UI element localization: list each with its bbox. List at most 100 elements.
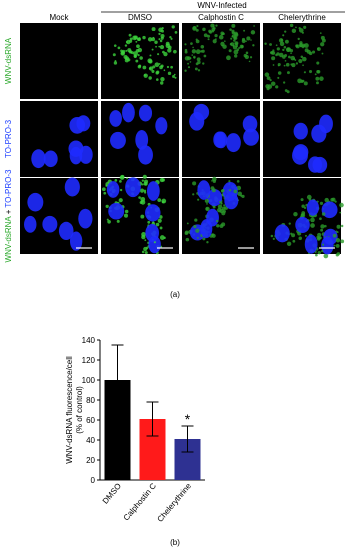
dsrna-spot xyxy=(303,25,307,29)
y-tick-label: 40 xyxy=(86,436,95,445)
dsrna-spot xyxy=(161,200,165,204)
dsrna-spot xyxy=(206,34,210,38)
dsrna-spot xyxy=(212,205,216,209)
dsrna-spot xyxy=(335,238,341,243)
dsrna-spot xyxy=(294,59,297,61)
dsrna-spot xyxy=(174,76,177,79)
dsrna-spot xyxy=(324,224,327,228)
row-label-part: WNV-dsRNA xyxy=(4,37,13,84)
dsrna-spot xyxy=(200,50,203,53)
dsrna-spot xyxy=(161,178,165,182)
dsrna-spot xyxy=(116,219,120,223)
dsrna-spot xyxy=(151,48,154,51)
dsrna-spot xyxy=(300,213,306,218)
dsrna-spot xyxy=(279,41,285,47)
nucleus xyxy=(145,224,160,242)
dsrna-spot xyxy=(310,223,315,228)
dsrna-spot xyxy=(315,253,318,257)
row-label-part: + xyxy=(4,209,13,214)
dsrna-spot xyxy=(320,42,325,47)
dsrna-spot xyxy=(233,49,239,55)
dsrna-spot xyxy=(120,51,125,55)
dsrna-spot xyxy=(336,252,341,256)
dsrna-spot xyxy=(114,179,118,182)
dsrna-spot xyxy=(319,32,322,34)
row-label-part: TO-PRO-3 xyxy=(4,119,13,158)
nucleus xyxy=(27,192,44,212)
dsrna-spot xyxy=(139,188,145,193)
dsrna-spot xyxy=(169,35,172,39)
dsrna-spot xyxy=(153,241,156,244)
significance-mark: * xyxy=(185,411,191,427)
dsrna-spot xyxy=(295,44,299,48)
dsrna-spot xyxy=(119,175,125,180)
dsrna-spot xyxy=(165,41,170,46)
dsrna-spot xyxy=(297,37,300,41)
x-tick-label: Chelerythrine xyxy=(156,481,194,524)
dsrna-spot xyxy=(249,56,253,59)
dsrna-spot xyxy=(272,237,275,240)
dsrna-spot xyxy=(124,44,128,47)
dsrna-spot xyxy=(295,62,299,65)
dsrna-spot xyxy=(194,67,198,71)
dsrna-spot xyxy=(189,61,192,63)
dsrna-spot xyxy=(117,46,121,50)
dsrna-spot xyxy=(241,194,245,199)
dsrna-spot xyxy=(168,45,172,50)
nucleus xyxy=(43,150,58,168)
dsrna-spot xyxy=(174,31,178,34)
dsrna-spot xyxy=(270,81,276,86)
dsrna-spot xyxy=(321,249,324,253)
dsrna-spot xyxy=(243,53,248,58)
micrograph xyxy=(101,101,179,177)
dsrna-spot xyxy=(229,189,232,192)
nucleus xyxy=(110,131,126,149)
dsrna-spot xyxy=(142,65,147,70)
dsrna-spot xyxy=(215,219,219,223)
dsrna-spot xyxy=(331,197,336,202)
column-header: Chelerythrine xyxy=(278,13,326,22)
dsrna-spot xyxy=(203,54,207,58)
dsrna-spot xyxy=(187,66,191,69)
dsrna-spot xyxy=(205,207,209,211)
dsrna-spot xyxy=(191,54,194,56)
dsrna-spot xyxy=(185,237,190,242)
dsrna-spot xyxy=(339,211,342,214)
dsrna-spot xyxy=(264,42,267,45)
dsrna-spot xyxy=(184,56,190,61)
dsrna-spot xyxy=(167,48,172,53)
dsrna-spot xyxy=(101,187,106,192)
micrograph xyxy=(182,23,260,99)
dsrna-spot xyxy=(221,206,226,211)
dsrna-spot xyxy=(286,71,290,75)
nucleus xyxy=(304,234,318,254)
dsrna-spot xyxy=(163,69,166,72)
dsrna-spot xyxy=(158,38,161,41)
nucleus xyxy=(321,236,334,255)
y-tick-label: 140 xyxy=(82,336,96,345)
dsrna-spot xyxy=(195,49,201,55)
dsrna-spot xyxy=(195,62,199,66)
dsrna-spot xyxy=(125,49,128,52)
dsrna-spot xyxy=(193,224,197,229)
nucleus xyxy=(138,104,153,122)
dsrna-spot xyxy=(152,221,155,224)
dsrna-spot xyxy=(289,23,294,28)
dsrna-spot xyxy=(245,40,247,42)
dsrna-spot xyxy=(105,204,109,208)
dsrna-spot xyxy=(160,81,164,85)
dsrna-spot xyxy=(236,180,240,183)
dsrna-spot xyxy=(158,32,161,36)
nucleus xyxy=(155,117,168,135)
dsrna-spot xyxy=(243,29,246,32)
dsrna-spot xyxy=(284,39,289,44)
dsrna-spot xyxy=(284,53,288,57)
dsrna-spot xyxy=(158,63,161,65)
dsrna-spot xyxy=(157,218,162,223)
micrograph-bg xyxy=(20,101,98,177)
dsrna-spot xyxy=(135,59,139,63)
dsrna-spot xyxy=(157,53,160,56)
nucleus xyxy=(79,145,93,164)
dsrna-spot xyxy=(156,78,159,81)
dsrna-spot xyxy=(229,28,232,31)
